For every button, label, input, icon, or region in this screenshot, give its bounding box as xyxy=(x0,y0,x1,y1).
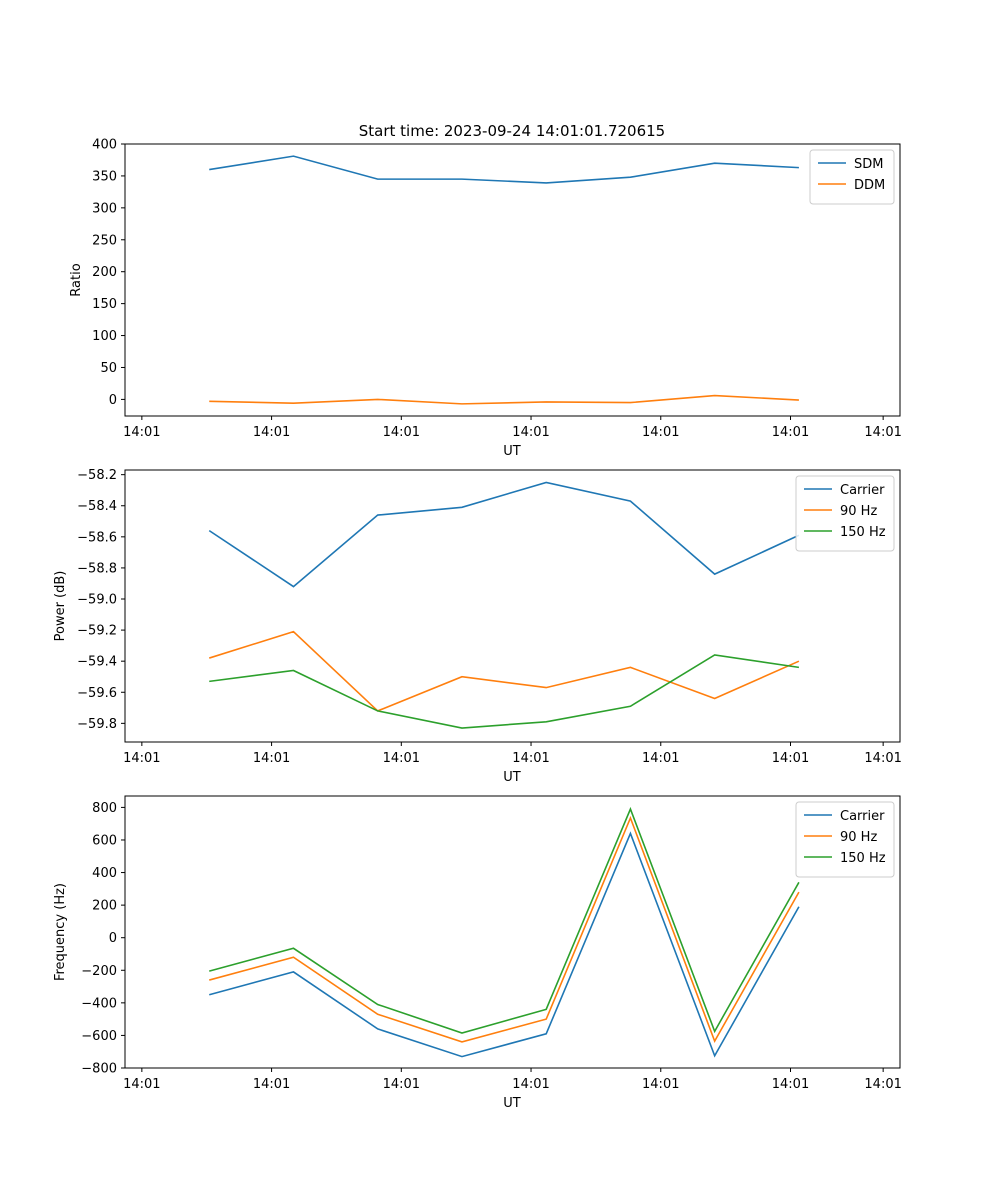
x-tick-label: 14:01 xyxy=(253,751,290,766)
x-tick-label: 14:01 xyxy=(512,751,549,766)
y-tick-label: 800 xyxy=(92,801,117,816)
x-tick-label: 14:01 xyxy=(512,425,549,440)
y-tick-label: 100 xyxy=(92,329,117,344)
legend-label: 90 Hz xyxy=(840,504,877,519)
x-tick-label: 14:01 xyxy=(123,425,160,440)
legend-label: Carrier xyxy=(840,483,885,498)
panel-2: 14:01 14:01 14:01 14:01 14:01 14:01 14:01 −59.8… xyxy=(53,468,902,785)
y-tick-label: −58.6 xyxy=(77,530,117,545)
y-tick-label: 0 xyxy=(109,393,117,408)
legend-frame xyxy=(795,475,895,552)
y-tick-label: −800 xyxy=(81,1062,117,1077)
x-tick-label: 14:01 xyxy=(642,425,679,440)
x-tick-label: 14:01 xyxy=(383,751,420,766)
y-tick-label: −400 xyxy=(81,996,117,1011)
panel-1: 14:01 14:01 14:01 14:01 14:01 14:01 14:01 0 50 10… xyxy=(69,138,902,460)
x-tick-label: 14:01 xyxy=(772,751,809,766)
y-tick-label: −59.0 xyxy=(77,593,117,608)
series-line-150-hz xyxy=(209,654,800,729)
x-tick-label: 14:01 xyxy=(772,425,809,440)
x-tick-label: 14:01 xyxy=(864,1077,901,1092)
series-line-sdm xyxy=(209,155,799,184)
y-tick-label: −59.8 xyxy=(77,717,117,732)
y-tick-label: −58.8 xyxy=(77,561,117,576)
y-tick-label: −59.6 xyxy=(77,686,117,701)
y-tick-label: −58.2 xyxy=(77,468,117,483)
legend-label: 150 Hz xyxy=(840,525,886,540)
y-axis-label: Power (dB) xyxy=(53,571,68,642)
y-tick-label: 0 xyxy=(109,931,117,946)
y-tick-label: 150 xyxy=(92,297,117,312)
legend-label: DDM xyxy=(854,178,885,193)
x-tick-label: 14:01 xyxy=(512,1077,549,1092)
legend-label: Carrier xyxy=(840,809,885,824)
x-tick-label: 14:01 xyxy=(642,1077,679,1092)
y-tick-label: −58.4 xyxy=(77,499,117,514)
x-tick-label: 14:01 xyxy=(383,1077,420,1092)
x-tick-label: 14:01 xyxy=(772,1077,809,1092)
x-tick-label: 14:01 xyxy=(123,751,160,766)
legend: Carrier 90 Hz 150 Hz xyxy=(795,475,895,552)
legend-label: 90 Hz xyxy=(840,830,877,845)
x-tick-label: 14:01 xyxy=(253,425,290,440)
y-tick-label: 400 xyxy=(92,866,117,881)
legend: Carrier 90 Hz 150 Hz xyxy=(795,801,895,878)
figure-title: Start time: 2023-09-24 14:01:01.720615 xyxy=(359,122,665,140)
plot-area-frame xyxy=(124,143,901,417)
y-tick-label: 300 xyxy=(92,201,117,216)
x-tick-label: 14:01 xyxy=(383,425,420,440)
legend: SDM DDM xyxy=(809,149,895,205)
x-axis-label: UT xyxy=(503,444,521,459)
legend-frame xyxy=(795,801,895,878)
x-tick-label: 14:01 xyxy=(864,751,901,766)
x-tick-label: 14:01 xyxy=(642,751,679,766)
y-tick-label: −59.2 xyxy=(77,624,117,639)
y-tick-label: −59.4 xyxy=(77,655,117,670)
series-line-150-hz xyxy=(209,806,800,1034)
y-tick-label: 200 xyxy=(92,265,117,280)
x-tick-label: 14:01 xyxy=(123,1077,160,1092)
x-axis-label: UT xyxy=(503,1096,521,1111)
series-line-90-hz xyxy=(209,815,800,1044)
series-line-ddm xyxy=(209,394,799,405)
y-tick-label: 350 xyxy=(92,169,117,184)
y-tick-label: 250 xyxy=(92,233,117,248)
y-tick-label: 600 xyxy=(92,833,117,848)
x-tick-label: 14:01 xyxy=(253,1077,290,1092)
legend-label: SDM xyxy=(854,157,883,172)
legend-label: 150 Hz xyxy=(840,851,886,866)
y-tick-label: 50 xyxy=(100,361,117,376)
y-tick-label: −200 xyxy=(81,964,117,979)
x-axis-label: UT xyxy=(503,770,521,785)
series-line-90-hz xyxy=(209,630,800,712)
series-line-carrier xyxy=(208,481,800,588)
y-tick-label: 400 xyxy=(92,138,117,153)
y-axis-label: Ratio xyxy=(69,263,84,296)
panel-3: 14:01 14:01 14:01 14:01 14:01 14:01 14:01 −800 −… xyxy=(53,795,902,1111)
series-line-carrier xyxy=(209,831,800,1058)
y-axis-label: Frequency (Hz) xyxy=(53,883,68,981)
y-tick-label: −600 xyxy=(81,1029,117,1044)
panels: 14:01 14:01 14:01 14:01 14:01 14:01 14:01 0 50 10… xyxy=(53,138,902,1112)
y-tick-label: 200 xyxy=(92,899,117,914)
plot-area-frame xyxy=(124,469,901,743)
x-tick-label: 14:01 xyxy=(864,425,901,440)
